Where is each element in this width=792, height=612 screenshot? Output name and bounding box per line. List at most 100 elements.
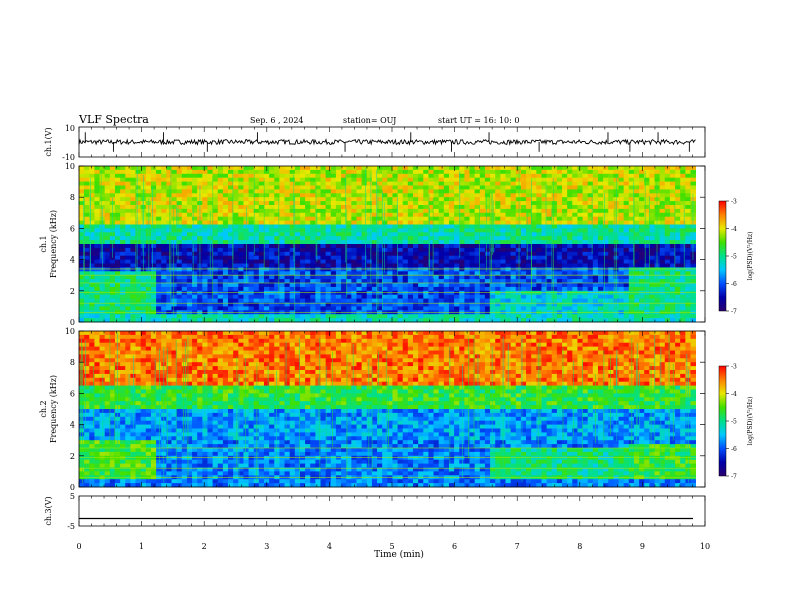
spec-cell — [649, 244, 655, 249]
spec-cell — [392, 279, 398, 284]
spec-cell — [79, 318, 85, 323]
spec-cell — [577, 228, 583, 233]
spec-cell — [536, 259, 542, 264]
spec-cell — [448, 294, 455, 299]
spec-cell — [99, 302, 106, 307]
spec-cell — [366, 302, 373, 307]
spec-cell — [418, 267, 424, 272]
spec-cell — [202, 189, 208, 194]
spec-cell — [438, 314, 445, 319]
spec-cell — [186, 302, 193, 307]
spec-cell — [192, 251, 198, 257]
spec-cell — [315, 331, 321, 336]
spec-cell — [402, 224, 409, 229]
spec-cell — [228, 302, 234, 307]
spec-cell — [130, 263, 136, 268]
spec-cell — [176, 212, 183, 218]
spec-cell — [664, 283, 671, 288]
spec-cell — [222, 169, 229, 175]
spec-cell — [217, 189, 224, 194]
spec-cell — [94, 166, 100, 171]
spec-cell — [238, 193, 244, 198]
spec-cell — [181, 294, 188, 299]
spec-cell — [356, 212, 363, 218]
spec-cell — [387, 244, 393, 249]
spec-cell — [675, 259, 681, 264]
spec-cell — [130, 331, 136, 336]
spec-cell — [423, 314, 429, 319]
spec-cell — [546, 185, 553, 190]
spec-cell — [597, 294, 604, 299]
spec-cell — [171, 306, 178, 311]
spec-cell — [418, 197, 424, 202]
spec-cell — [351, 197, 357, 202]
spec-cell — [613, 318, 619, 323]
spec-cell — [120, 232, 126, 237]
spec-cell — [212, 193, 219, 198]
spec-cell — [161, 294, 167, 299]
spec-cell — [515, 201, 522, 206]
spec-cell — [664, 236, 671, 241]
spec-cell — [680, 169, 686, 175]
spec-cell — [79, 283, 85, 288]
spec-cell — [181, 267, 188, 272]
spec-cell — [299, 275, 306, 280]
spec-cell — [279, 247, 285, 253]
spec-cell — [428, 201, 434, 206]
spec-cell — [248, 232, 255, 237]
spec-cell — [253, 271, 260, 276]
spec-cell — [346, 205, 352, 210]
spec-cell — [603, 212, 609, 218]
spec-cell — [659, 201, 666, 206]
spec-cell — [279, 185, 285, 190]
spec-cell — [484, 232, 491, 237]
spec-cell — [659, 306, 666, 311]
spec-cell — [644, 197, 650, 202]
spec-cell — [330, 201, 337, 206]
spec-cell — [608, 298, 614, 303]
spec-cell — [284, 259, 291, 264]
spec-cell — [685, 208, 691, 214]
spec-cell — [536, 267, 542, 272]
spec-cell — [680, 173, 686, 179]
spec-cell — [644, 314, 650, 319]
spec-cell — [371, 298, 378, 303]
spec-cell — [644, 290, 650, 296]
spec-cell — [587, 177, 594, 182]
spec-cell — [443, 255, 450, 260]
spec-cell — [377, 169, 383, 175]
spec-cell — [587, 314, 594, 319]
spec-cell — [161, 263, 167, 268]
spec-cell — [279, 216, 285, 221]
spec-cell — [474, 267, 481, 272]
spec-cell — [315, 255, 321, 260]
spec-cell — [310, 197, 316, 202]
spec-cell — [299, 279, 306, 284]
spec-cell — [464, 275, 470, 280]
spec-cell — [639, 318, 645, 323]
spec-cell — [361, 290, 368, 296]
spec-cell — [500, 271, 506, 276]
spec-cell — [176, 193, 183, 198]
spec-cell — [166, 185, 172, 190]
spec-cell — [459, 205, 465, 210]
spec-cell — [243, 169, 249, 175]
spec-cell — [438, 228, 445, 233]
spec-cell — [546, 224, 553, 229]
spec-cell — [433, 259, 440, 264]
spec-cell — [166, 177, 172, 182]
spec-cell — [181, 185, 188, 190]
spec-cell — [330, 185, 337, 190]
spec-cell — [104, 302, 111, 307]
spec-cell — [474, 201, 481, 206]
spec-cell — [448, 236, 455, 241]
spec-cell — [346, 228, 352, 233]
spec-cell — [341, 228, 347, 233]
spec-cell — [171, 275, 178, 280]
spec-cell — [649, 302, 655, 307]
spec-cell — [438, 236, 445, 241]
spec-cell — [562, 166, 568, 171]
spec-cell — [510, 208, 517, 214]
spec-cell — [371, 331, 378, 336]
spec-cell — [248, 267, 255, 272]
